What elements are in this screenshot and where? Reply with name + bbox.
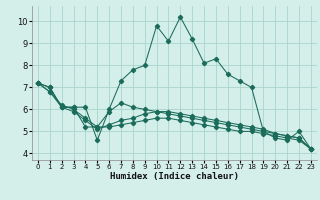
X-axis label: Humidex (Indice chaleur): Humidex (Indice chaleur) <box>110 172 239 181</box>
